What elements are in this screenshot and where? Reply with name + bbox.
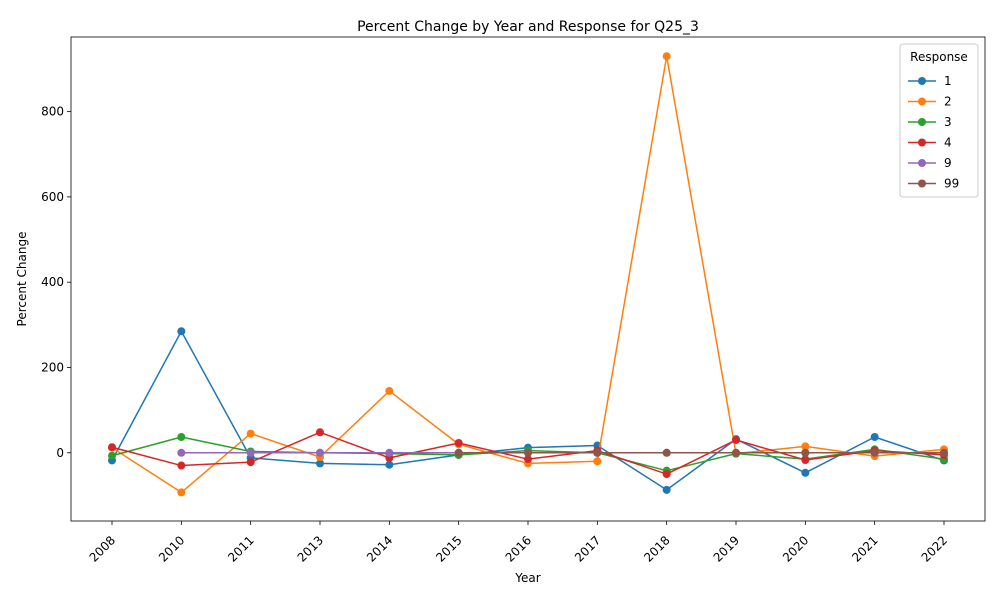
data-point bbox=[177, 461, 186, 470]
data-point bbox=[177, 448, 186, 457]
legend-marker bbox=[918, 97, 926, 106]
y-tick-label: 200 bbox=[41, 360, 64, 374]
data-point bbox=[732, 435, 740, 444]
data-point bbox=[385, 460, 394, 469]
data-point bbox=[177, 488, 186, 497]
legend-item-9: 9 bbox=[908, 156, 952, 170]
data-point bbox=[454, 448, 463, 457]
data-point bbox=[801, 448, 810, 457]
y-tick-label: 600 bbox=[41, 190, 64, 204]
legend-label: 9 bbox=[944, 156, 952, 170]
data-point bbox=[801, 468, 810, 477]
legend-label: 4 bbox=[944, 136, 952, 150]
chart-title: Percent Change by Year and Response for … bbox=[357, 19, 699, 35]
data-point bbox=[246, 458, 255, 467]
legend-box bbox=[899, 43, 979, 198]
data-point bbox=[870, 448, 879, 457]
y-axis: 0 200 400 600 800 bbox=[41, 105, 71, 460]
data-point bbox=[177, 432, 186, 441]
data-point bbox=[870, 432, 879, 441]
axes-frame bbox=[70, 36, 986, 522]
data-point bbox=[801, 456, 810, 465]
legend-item-4: 4 bbox=[908, 136, 952, 150]
y-tick-label: 400 bbox=[41, 275, 64, 289]
data-point bbox=[385, 386, 394, 395]
legend-marker bbox=[918, 179, 926, 188]
data-point bbox=[940, 448, 948, 457]
legend-marker bbox=[918, 77, 926, 85]
y-tick-label: 800 bbox=[41, 105, 64, 119]
legend-label: 3 bbox=[944, 115, 952, 129]
data-point bbox=[662, 52, 671, 61]
data-point bbox=[108, 443, 116, 452]
series-99 bbox=[454, 448, 948, 457]
data-point bbox=[177, 327, 186, 336]
data-point bbox=[662, 448, 671, 457]
data-point bbox=[454, 438, 463, 447]
y-tick-label: 0 bbox=[56, 446, 64, 460]
data-point bbox=[593, 448, 602, 457]
legend-marker bbox=[918, 138, 926, 147]
data-point bbox=[801, 442, 810, 451]
legend-title: Response bbox=[910, 50, 968, 64]
legend-marker bbox=[918, 159, 926, 167]
data-point bbox=[662, 485, 671, 494]
legend-item-3: 3 bbox=[908, 115, 952, 129]
data-point bbox=[108, 451, 116, 460]
legend-label: 99 bbox=[944, 177, 959, 191]
data-point bbox=[732, 448, 740, 457]
data-point bbox=[246, 429, 255, 438]
data-point bbox=[593, 457, 602, 466]
legend-label: 1 bbox=[944, 74, 952, 88]
data-point bbox=[246, 448, 255, 457]
data-point bbox=[524, 448, 532, 457]
data-point bbox=[662, 470, 671, 479]
series-layer bbox=[108, 52, 948, 497]
series-4 bbox=[108, 428, 948, 479]
legend-item-99: 99 bbox=[908, 177, 959, 191]
data-point bbox=[316, 448, 324, 457]
legend-label: 2 bbox=[944, 95, 952, 109]
legend-item-1: 1 bbox=[908, 74, 952, 88]
y-axis-label: Percent Change bbox=[15, 232, 29, 327]
legend-item-2: 2 bbox=[908, 95, 952, 109]
x-axis-label: Year bbox=[514, 571, 540, 585]
data-point bbox=[524, 455, 532, 464]
data-point bbox=[316, 459, 324, 468]
legend-marker bbox=[918, 118, 926, 126]
data-point bbox=[385, 448, 394, 457]
data-point bbox=[316, 428, 324, 437]
